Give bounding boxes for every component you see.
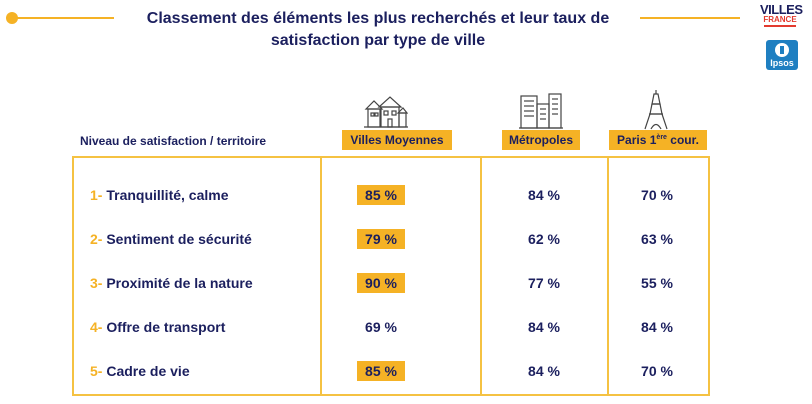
title-dot-decoration bbox=[6, 12, 18, 24]
row-label-3: 3- Proximité de la nature bbox=[90, 275, 253, 291]
eiffel-tower-icon bbox=[644, 90, 668, 130]
column-divider-2 bbox=[480, 156, 482, 396]
column-divider-3 bbox=[607, 156, 609, 396]
row-label-text: Tranquillité, calme bbox=[106, 187, 229, 203]
value-cell-r2-c2: 62 % bbox=[528, 231, 560, 247]
value-cell-r2-c1: 79 % bbox=[357, 229, 405, 249]
city-buildings-icon bbox=[519, 93, 563, 129]
title-line-right bbox=[640, 17, 740, 19]
row-label-4: 4- Offre de transport bbox=[90, 319, 225, 335]
villes-logo-bar bbox=[764, 25, 796, 27]
value-cell-r5-c2: 84 % bbox=[528, 363, 560, 379]
town-houses-icon bbox=[364, 96, 408, 128]
row-label-1: 1- Tranquillité, calme bbox=[90, 187, 229, 203]
value-cell-r1-c1: 85 % bbox=[357, 185, 405, 205]
value-cell-r5-c1: 85 % bbox=[357, 361, 405, 381]
row-header-label: Niveau de satisfaction / territoire bbox=[80, 134, 267, 148]
row-label-text: Cadre de vie bbox=[106, 363, 190, 379]
row-label-5: 5- Cadre de vie bbox=[90, 363, 190, 379]
row-number: 3- bbox=[90, 275, 103, 291]
table-frame bbox=[72, 156, 710, 396]
column-header-paris-sup: ère bbox=[656, 134, 667, 141]
title-line-left bbox=[14, 17, 114, 19]
row-number: 1- bbox=[90, 187, 103, 203]
value-cell-r3-c1: 90 % bbox=[357, 273, 405, 293]
value-cell-r2-c3: 63 % bbox=[641, 231, 673, 247]
villes-de-france-logo: VILLES FRANCE bbox=[760, 2, 803, 27]
villes-logo-line1: VILLES bbox=[760, 2, 803, 17]
row-label-2: 2- Sentiment de sécurité bbox=[90, 231, 252, 247]
value-cell-r4-c2: 84 % bbox=[528, 319, 560, 335]
ipsos-logo: Ipsos bbox=[766, 40, 798, 70]
row-number: 4- bbox=[90, 319, 103, 335]
villes-logo-line2: FRANCE bbox=[763, 15, 797, 24]
column-header-paris: Paris 1ère cour. bbox=[609, 130, 707, 150]
column-header-metropoles: Métropoles bbox=[502, 130, 580, 150]
row-number: 5- bbox=[90, 363, 103, 379]
value-cell-r3-c2: 77 % bbox=[528, 275, 560, 291]
row-number: 2- bbox=[90, 231, 103, 247]
value-cell-r4-c3: 84 % bbox=[641, 319, 673, 335]
column-header-paris-tail: cour. bbox=[666, 133, 699, 147]
row-label-text: Proximité de la nature bbox=[106, 275, 253, 291]
value-cell-r1-c3: 70 % bbox=[641, 187, 673, 203]
value-cell-r1-c2: 84 % bbox=[528, 187, 560, 203]
column-divider-1 bbox=[320, 156, 322, 396]
value-cell-r4-c1: 69 % bbox=[365, 319, 397, 335]
ipsos-logo-text: Ipsos bbox=[770, 58, 794, 68]
row-label-text: Sentiment de sécurité bbox=[106, 231, 252, 247]
column-header-paris-main: Paris 1 bbox=[617, 133, 657, 147]
ipsos-logo-mark bbox=[775, 43, 789, 57]
value-cell-r3-c3: 55 % bbox=[641, 275, 673, 291]
chart-title: Classement des éléments les plus recherc… bbox=[146, 10, 610, 49]
column-header-villes-moyennes: Villes Moyennes bbox=[342, 130, 452, 150]
value-cell-r5-c3: 70 % bbox=[641, 363, 673, 379]
row-label-text: Offre de transport bbox=[106, 319, 226, 335]
